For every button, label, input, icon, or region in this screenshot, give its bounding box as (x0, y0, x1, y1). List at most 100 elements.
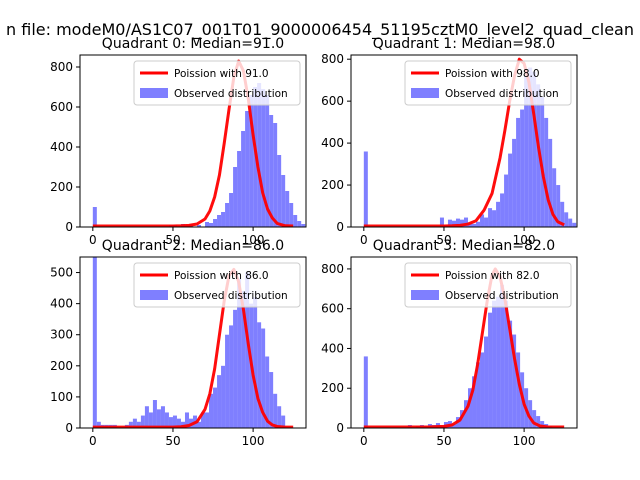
histogram-bar (524, 75, 529, 227)
poisson-curve (363, 57, 565, 227)
y-tick-label: 100 (50, 390, 73, 404)
histogram-bar (233, 309, 238, 428)
histogram-bar (148, 412, 153, 428)
x-tick-label: 100 (242, 233, 265, 247)
histogram-bar (92, 207, 97, 227)
y-tick-label: 0 (336, 220, 344, 234)
histogram-bar (253, 297, 258, 428)
histogram-bar (277, 155, 282, 227)
x-tick-label: 50 (165, 434, 180, 448)
histogram-bar (536, 84, 541, 227)
legend-box (133, 262, 301, 308)
x-tick-label: 50 (436, 434, 451, 448)
histogram-bar (512, 138, 517, 227)
x-tick-label: 0 (360, 434, 368, 448)
histogram-bar (285, 191, 290, 227)
legend-label-poisson: Poission with 91.0 (174, 68, 269, 80)
histogram-bar (249, 95, 254, 227)
histogram-bar (548, 138, 553, 227)
histogram-bar (532, 71, 537, 227)
plot-area (363, 57, 577, 227)
histogram-bar (472, 223, 477, 227)
y-tick-label: 800 (321, 262, 344, 276)
x-tick-label: 0 (89, 233, 97, 247)
y-tick-label: 0 (336, 421, 344, 435)
histogram-bar (221, 212, 226, 227)
histogram-bar (508, 153, 513, 227)
legend-label-poisson: Poission with 86.0 (174, 270, 269, 282)
legend-box (404, 262, 572, 308)
y-tick-label: 0 (65, 220, 73, 234)
histogram-bar (277, 406, 282, 428)
histogram-bar (152, 400, 157, 428)
histogram-bar (528, 400, 533, 428)
y-tick-label: 600 (321, 302, 344, 316)
histogram-bar (132, 418, 137, 428)
histogram-bar (281, 415, 286, 428)
histogram-bar (297, 221, 302, 227)
histogram-bar (184, 412, 189, 428)
histogram-bar (205, 222, 210, 227)
histogram-bar (229, 325, 234, 428)
histogram-bar (516, 117, 521, 227)
histogram-bar (492, 210, 497, 227)
histogram-bar (451, 220, 456, 227)
histogram-bar (180, 421, 185, 428)
legend-label-poisson: Poission with 98.0 (445, 68, 540, 80)
y-tick-label: 600 (50, 100, 73, 114)
legend: Poission with 91.0 Observed distribution (133, 60, 301, 106)
y-tick-label: 600 (321, 94, 344, 108)
histogram-bar (363, 356, 368, 428)
x-tick-label: 0 (360, 233, 368, 247)
legend-label-poisson: Poission with 82.0 (445, 270, 540, 282)
histogram-bar (512, 334, 517, 428)
histogram-bar (273, 393, 278, 428)
subplot-0: 0 50 100 0 200 400 600 800 Quadrant 0: Median=91… (50, 36, 307, 247)
histogram-bar (472, 376, 477, 428)
histogram-bar (237, 151, 242, 227)
histogram-bar (451, 424, 456, 428)
histogram-bar (265, 356, 270, 428)
histogram-bar (221, 365, 226, 428)
histogram-bar (128, 421, 133, 428)
x-tick-label: 100 (513, 434, 536, 448)
y-tick-label: 200 (50, 180, 73, 194)
histogram-bar (257, 322, 262, 428)
histogram-bar (289, 203, 294, 227)
histogram-bar (496, 296, 501, 428)
x-tick-label: 50 (165, 233, 180, 247)
histogram-bar (168, 417, 173, 428)
histogram-bar (459, 219, 464, 227)
legend-box (404, 60, 572, 106)
histogram-bar (237, 278, 242, 428)
histogram-bar (496, 201, 501, 227)
histogram-bar (172, 415, 177, 428)
axes-frame (79, 256, 307, 429)
histogram-bar (160, 406, 165, 428)
histogram-bar (480, 352, 485, 428)
histogram-bar (476, 362, 481, 428)
subplot-title: Quadrant 0: Median=91.0 (102, 36, 284, 52)
subplot-2: 0 50 100 0 100 200 300 400 500 Quadrant 2: Median… (50, 238, 307, 448)
plot-area (363, 267, 565, 428)
subplot-title: Quadrant 2: Median=86.0 (102, 238, 284, 254)
histogram-bar (544, 117, 549, 227)
histogram-bar (447, 219, 452, 227)
subplot-title: Quadrant 1: Median=98.0 (373, 36, 555, 52)
histogram-bar (439, 217, 444, 227)
histogram-bar (568, 218, 573, 227)
histogram-bar (301, 224, 306, 227)
x-tick-label: 0 (89, 434, 97, 448)
histogram-bar (269, 115, 274, 227)
subplot-1: 0 50 100 0 200 400 600 800 Quadrant 1: Median=98… (321, 36, 578, 247)
histogram-bar (217, 375, 222, 428)
histogram-bar (293, 215, 298, 227)
plot-area (92, 59, 306, 227)
legend-bar-swatch (411, 88, 439, 98)
histogram-bar (480, 214, 485, 227)
histogram-bar (484, 217, 489, 227)
histogram-bar (504, 174, 509, 227)
histogram-bar (225, 203, 230, 227)
histogram-bar (572, 222, 577, 227)
